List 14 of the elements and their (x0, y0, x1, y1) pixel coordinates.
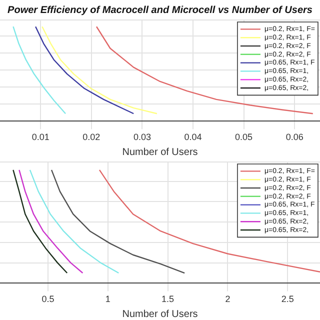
x-axis-title: Number of Users (122, 146, 198, 158)
x-tick-label: 0.02 (82, 132, 100, 142)
x-tick-label: 1 (105, 294, 110, 304)
x-tick-label: 2 (225, 294, 230, 304)
x-tick-label: 0.03 (133, 132, 151, 142)
x-tick-label: 0.05 (235, 132, 253, 142)
x-axis-title: Number of Users (122, 308, 198, 320)
x-tick-label: 0.06 (286, 132, 304, 142)
x-tick-label: 0.5 (42, 294, 54, 304)
x-tick-label: 0.01 (32, 132, 50, 142)
x-tick-label: 1.5 (162, 294, 174, 304)
chart-title: Power Efficiency of Macrocell and Microcell vs Number of Users (8, 4, 313, 16)
x-tick-label: 2.5 (281, 294, 294, 304)
x-tick-label: 0.04 (184, 132, 202, 142)
